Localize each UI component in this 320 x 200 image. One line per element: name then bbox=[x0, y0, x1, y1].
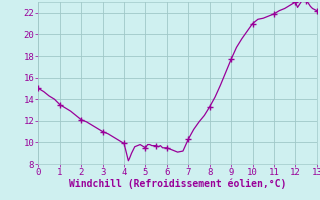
X-axis label: Windchill (Refroidissement éolien,°C): Windchill (Refroidissement éolien,°C) bbox=[69, 179, 286, 189]
